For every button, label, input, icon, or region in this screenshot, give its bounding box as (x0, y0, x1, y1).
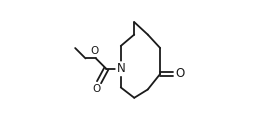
Text: O: O (176, 67, 185, 80)
Text: O: O (93, 84, 101, 94)
Text: N: N (116, 62, 125, 75)
Text: O: O (91, 46, 99, 56)
